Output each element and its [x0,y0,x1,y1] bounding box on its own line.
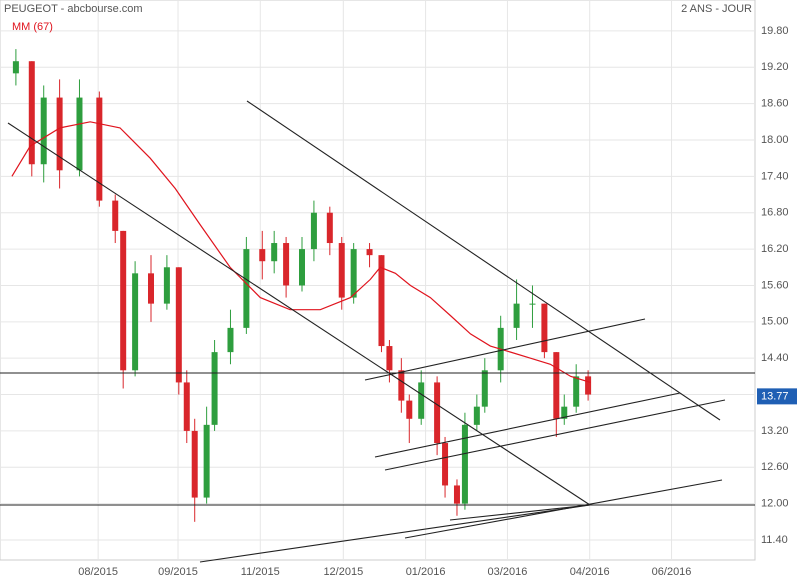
candle-body [163,267,170,304]
candle-body [513,303,520,328]
x-tick-label: 09/2015 [158,566,198,578]
candle-body [453,485,460,504]
candle-body [386,346,393,371]
candle-body [541,303,548,353]
candle-body [175,267,182,383]
trend-line [374,392,681,458]
candle-body [461,424,468,504]
candle-body [573,376,580,407]
marks [11,49,592,522]
candle-body [76,97,83,171]
x-tick-label: 08/2015 [78,566,118,578]
candle-body [299,249,305,286]
moving-average-line [11,121,591,383]
candle-body [132,273,139,371]
candle-body [28,61,35,165]
x-tick-label: 01/2016 [406,566,446,578]
x-tick-label: 11/2015 [241,566,280,578]
candle-body [326,212,333,244]
y-tick-label: 15.00 [761,316,789,328]
candle-body [148,273,154,304]
candle-body [350,249,357,298]
candle-body [283,243,290,286]
candle-body [434,382,441,444]
x-tick-label: 06/2016 [652,566,692,578]
x-tick-label: 12/2015 [323,566,363,578]
candle-body [112,200,119,231]
y-tick-label: 16.80 [761,207,789,219]
trend-line [364,318,646,381]
y-tick-label: 14.40 [761,352,789,364]
trend-line [449,504,591,521]
candle-body [442,443,449,486]
last-value-box [757,388,797,405]
y-tick-label: 15.60 [761,279,789,291]
candle-body [259,249,266,262]
candle-body [243,249,250,328]
candle-body [56,97,63,171]
candle-body [120,230,127,371]
candle-body [561,406,568,419]
candle-body [473,406,480,425]
candle-body [310,212,317,250]
candle-body [12,61,19,74]
y-tick-label: 18.00 [761,134,789,146]
y-tick-label: 19.80 [761,25,789,37]
trend-line [384,399,726,471]
candle-body [481,370,488,407]
y-tick-label: 11.40 [761,534,788,546]
legend-entry: MM (67) [12,21,53,33]
candle-body [191,430,198,498]
candle-body [366,249,373,256]
candle-body [271,243,278,262]
candle-body [211,352,218,425]
candle-body [398,370,405,401]
x-tick-label: 03/2016 [488,566,528,578]
candle-body [40,97,47,165]
candle-body [227,327,234,353]
candle-body [378,255,385,347]
candle-body [553,352,560,419]
trend-line [7,122,591,506]
last-value-label: 13.77 [761,390,789,402]
chart-subtitle: 2 ANS - JOUR [681,3,752,15]
y-tick-label: 18.60 [761,98,789,110]
y-tick-label: 13.20 [761,425,789,437]
candle-body [585,376,592,395]
trend-lines [0,100,755,563]
y-tick-label: 16.20 [761,243,789,255]
candle-body [183,382,190,431]
candle-body [406,400,413,419]
x-tick-label: 04/2016 [570,566,610,578]
plot-area [0,0,756,561]
trend-line [404,479,723,539]
candle-body [338,243,345,298]
y-tick-label: 12.00 [761,498,789,510]
candle-body [529,303,536,305]
chart-title: PEUGEOT - abcbourse.com [4,3,143,15]
y-tick-label: 17.40 [761,170,789,182]
y-tick-label: 12.60 [761,461,789,473]
candle-body [418,382,425,419]
trend-line [246,100,721,421]
trend-line [199,504,591,563]
candle-body [203,424,210,498]
y-tick-label: 19.20 [761,61,789,73]
candle-body [96,97,103,201]
